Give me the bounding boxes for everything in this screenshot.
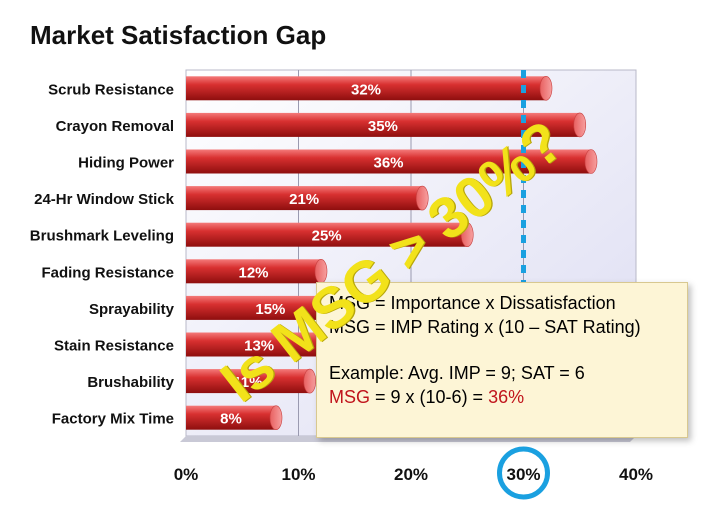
bar bbox=[186, 405, 276, 430]
data-label: 32% bbox=[351, 81, 381, 98]
bar bbox=[186, 186, 423, 211]
bar bbox=[186, 222, 468, 247]
x-tick-label: 0% bbox=[174, 465, 199, 484]
data-label: 15% bbox=[255, 301, 285, 318]
bar-end-cap bbox=[303, 368, 317, 394]
bar-end-cap bbox=[539, 76, 553, 101]
highlight-circle bbox=[497, 446, 550, 500]
bar-end-cap bbox=[269, 405, 283, 431]
category-label: Fading Resistance bbox=[41, 264, 174, 281]
bar bbox=[186, 369, 310, 394]
callout-line-1: MSG = Importance x Dissatisfaction bbox=[329, 293, 616, 313]
chart-title: Market Satisfaction Gap bbox=[30, 20, 327, 50]
bar bbox=[186, 332, 333, 357]
data-label: 21% bbox=[289, 191, 319, 208]
callout-result: 36% bbox=[488, 387, 525, 407]
x-tick-label: 10% bbox=[281, 465, 315, 484]
data-label: 12% bbox=[238, 264, 268, 281]
x-tick-label: 20% bbox=[394, 465, 428, 484]
bar bbox=[186, 76, 546, 101]
bar bbox=[186, 112, 580, 137]
bar-end-cap bbox=[415, 185, 429, 211]
x-tick-label: 30% bbox=[506, 465, 540, 484]
callout-line-2: MSG = IMP Rating x (10 – SAT Rating) bbox=[329, 317, 641, 337]
msg-formula-callout: MSG = Importance x Dissatisfaction MSG =… bbox=[316, 282, 688, 438]
x-tick-label: 40% bbox=[619, 465, 653, 484]
category-label: Factory Mix Time bbox=[52, 411, 174, 428]
category-label: Brushmark Leveling bbox=[30, 228, 174, 245]
data-label: 25% bbox=[312, 228, 342, 245]
bar-end-cap bbox=[573, 112, 587, 138]
category-label: Hiding Power bbox=[78, 155, 174, 172]
data-label: 35% bbox=[368, 118, 398, 135]
callout-line-3: Example: Avg. IMP = 9; SAT = 6 bbox=[329, 363, 585, 383]
data-label: 36% bbox=[373, 155, 403, 172]
callout-formula: = 9 x (10-6) = bbox=[370, 387, 489, 407]
category-label: Brushability bbox=[87, 374, 174, 391]
callout-spacer bbox=[329, 339, 675, 361]
bar-end-cap bbox=[460, 222, 474, 247]
category-label: Stain Resistance bbox=[54, 338, 174, 355]
category-label: Scrub Resistance bbox=[48, 81, 174, 98]
bar bbox=[186, 259, 321, 284]
data-label: 13% bbox=[244, 338, 274, 355]
category-label: Sprayability bbox=[89, 301, 175, 318]
category-label: 24-Hr Window Stick bbox=[34, 191, 175, 208]
data-label: 8% bbox=[220, 411, 242, 428]
data-label: 11% bbox=[233, 374, 262, 391]
callout-line-4: MSG = 9 x (10-6) = 36% bbox=[329, 385, 675, 409]
callout-msg-label: MSG bbox=[329, 387, 371, 407]
category-label: Crayon Removal bbox=[56, 118, 174, 135]
bar-end-cap bbox=[584, 149, 598, 174]
